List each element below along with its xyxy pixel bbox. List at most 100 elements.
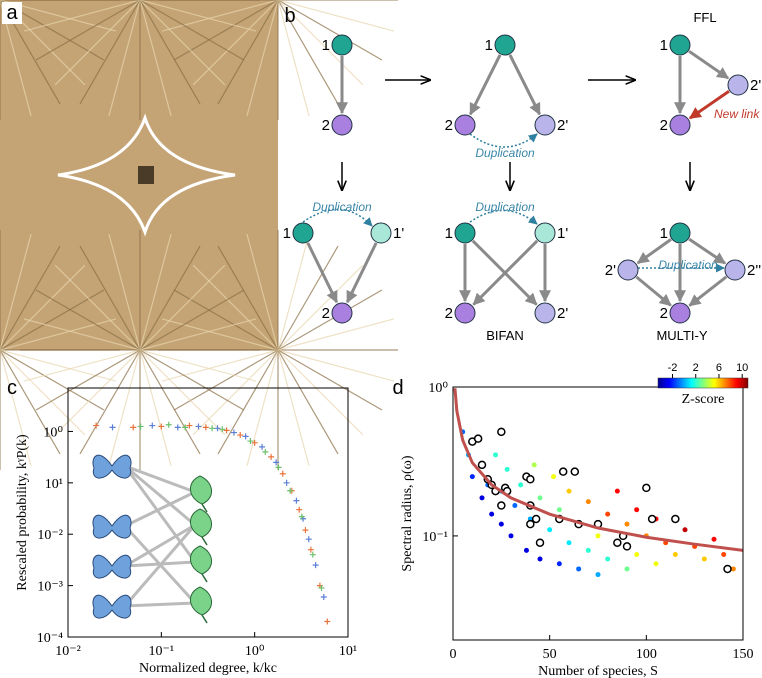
point (576, 566, 582, 572)
point (585, 499, 591, 505)
point (614, 488, 620, 494)
node (454, 222, 476, 244)
node (669, 302, 691, 324)
point (566, 540, 572, 546)
point (165, 421, 172, 428)
point (320, 594, 327, 601)
vault-rib (161, 0, 279, 32)
y-axis-label: Rescaled probability, kᵞP(k) (15, 434, 30, 591)
vault-rib (277, 245, 339, 351)
node-label: 2' (605, 262, 616, 279)
point (537, 556, 543, 562)
node (292, 222, 314, 244)
vault-rib (23, 0, 141, 32)
point (279, 470, 286, 477)
point (296, 506, 303, 513)
point (585, 547, 591, 553)
node-label: 2 (322, 305, 330, 322)
highlight-point (473, 434, 483, 443)
vault-rib (139, 264, 226, 351)
edge (688, 237, 727, 265)
vault-rib (277, 0, 364, 86)
y-tick-label: 10⁻² (37, 528, 63, 543)
y-axis-label: Spectral radius, ρ(ω) (400, 455, 415, 571)
vault-rib (192, 349, 279, 436)
node (617, 259, 639, 281)
y-tick-label: 10⁻³ (37, 580, 63, 595)
plot-frame (67, 387, 349, 638)
y-tick-label: 10⁻¹ (422, 530, 448, 545)
inset-link (124, 464, 196, 527)
vault-rib (0, 245, 61, 351)
vault-rib (139, 0, 201, 105)
highlight-point (671, 514, 680, 524)
panel-label: a (6, 2, 18, 24)
vault-rib (192, 0, 279, 86)
colorbar-label: Z-score (682, 392, 725, 407)
vault-rib (0, 349, 105, 411)
colorbar-tick-label: -2 (668, 362, 678, 374)
node-label: 2 (660, 117, 668, 134)
edge (635, 275, 672, 307)
vault-rib (35, 0, 141, 61)
point (595, 572, 601, 578)
point (721, 552, 727, 558)
highlight-point (723, 564, 732, 574)
point (259, 443, 266, 450)
point (531, 462, 537, 468)
vault-rib (139, 0, 257, 32)
motif-label: MULTI-Y (656, 328, 707, 343)
vault-rib (277, 289, 383, 351)
highlight-point (570, 467, 580, 476)
butterfly (92, 514, 132, 539)
duplication-label: Duplication (658, 258, 718, 272)
vault-rib (35, 349, 141, 411)
colorbar-tick-label: 10 (736, 362, 748, 374)
point (298, 513, 305, 520)
point (672, 552, 678, 558)
vault-rib (0, 349, 32, 467)
node-label: 1 (485, 37, 493, 54)
point (247, 438, 254, 445)
point (556, 561, 562, 567)
vault-rib (139, 289, 245, 351)
plot-area (453, 388, 744, 578)
vault-rib (246, 349, 279, 467)
node-label: 2 (445, 305, 453, 322)
vault-boss (138, 166, 154, 184)
plot-area (93, 421, 331, 625)
node (669, 34, 691, 56)
node-label: 1 (322, 37, 330, 54)
highlight-point (531, 514, 541, 524)
point (312, 562, 319, 569)
x-tick-label: 0 (450, 647, 457, 662)
point (109, 424, 116, 431)
vault-rib (79, 0, 141, 105)
point (469, 474, 475, 480)
vault-rib (108, 349, 141, 467)
highlight-point (642, 483, 651, 493)
vault-rib (0, 289, 105, 351)
vault-rib (277, 349, 395, 382)
highlight-point (526, 519, 535, 529)
vault-rib (139, 318, 257, 351)
vault-rib (192, 264, 279, 351)
node (669, 114, 691, 136)
node (724, 259, 746, 281)
point (512, 503, 518, 509)
inset-link (124, 601, 196, 608)
point (711, 536, 717, 542)
vault-rib (139, 245, 201, 351)
node (534, 114, 556, 136)
point (730, 566, 736, 572)
vault-rib (161, 318, 279, 351)
node-label: 1' (393, 225, 404, 242)
point (283, 479, 290, 486)
inset-link (124, 490, 196, 528)
edge (688, 50, 730, 80)
inset-link (123, 524, 197, 607)
y-tick-label: 10⁰ (428, 381, 448, 396)
point (251, 439, 258, 446)
leaf-stem (201, 503, 208, 513)
